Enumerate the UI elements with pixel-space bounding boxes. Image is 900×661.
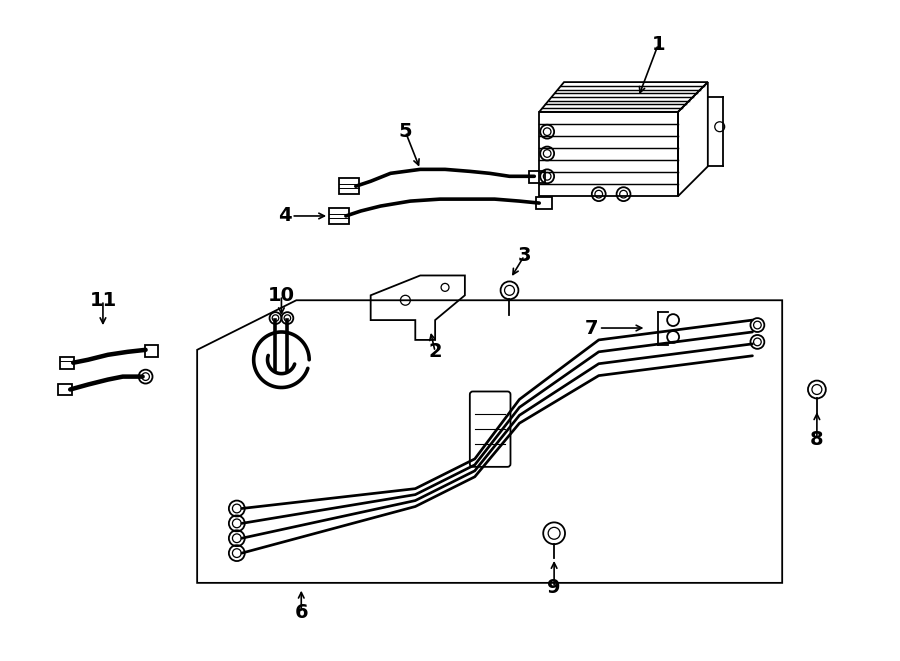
Text: 2: 2 <box>428 342 442 362</box>
Bar <box>58 383 72 395</box>
Text: 6: 6 <box>294 603 308 622</box>
Text: 11: 11 <box>89 291 117 310</box>
Bar <box>536 197 552 209</box>
Bar <box>329 208 349 224</box>
Text: 4: 4 <box>278 206 292 225</box>
Bar <box>339 178 359 194</box>
Text: 10: 10 <box>268 286 295 305</box>
Text: 3: 3 <box>518 246 531 265</box>
Bar <box>145 345 158 357</box>
Text: 1: 1 <box>652 35 665 54</box>
Bar <box>60 357 74 369</box>
Bar <box>529 171 545 183</box>
Text: 8: 8 <box>810 430 824 449</box>
Text: 9: 9 <box>547 578 561 598</box>
Text: 7: 7 <box>585 319 598 338</box>
Text: 5: 5 <box>399 122 412 141</box>
